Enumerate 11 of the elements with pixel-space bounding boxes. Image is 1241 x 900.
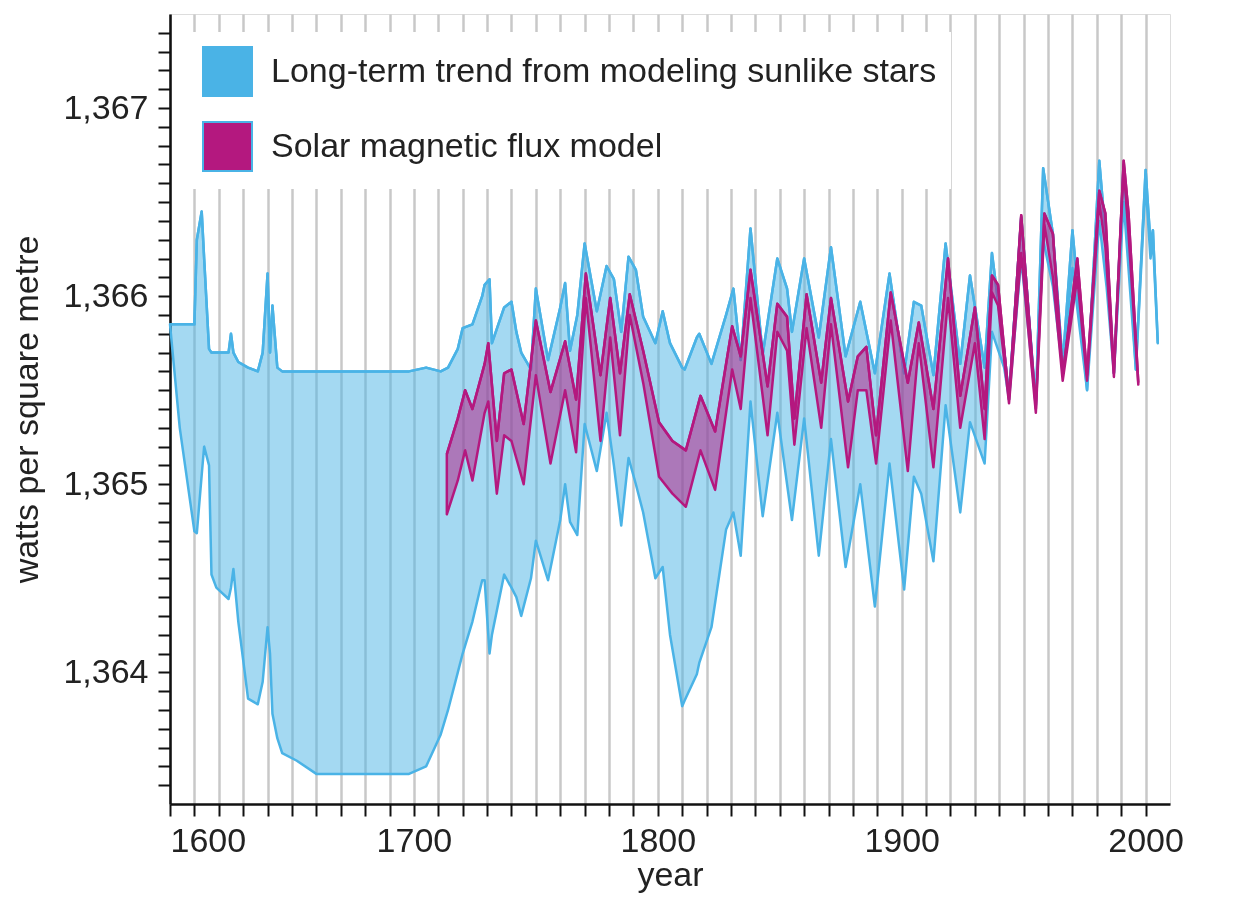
y-tick-label: 1,366 <box>63 275 149 314</box>
y-axis-title: watts per square metre <box>7 235 46 585</box>
legend-label: Long-term trend from modeling sunlike stars <box>271 50 937 89</box>
x-tick-label: 2000 <box>1108 820 1184 859</box>
x-tick-label: 1600 <box>170 820 247 859</box>
y-tick-label: 1,367 <box>63 87 149 126</box>
legend-label: Solar magnetic flux model <box>271 125 663 164</box>
y-tick-label: 1,364 <box>63 651 149 690</box>
y-tick-label: 1,365 <box>63 463 149 502</box>
x-tick-label: 1700 <box>376 820 453 859</box>
x-tick-label: 1900 <box>864 820 941 859</box>
